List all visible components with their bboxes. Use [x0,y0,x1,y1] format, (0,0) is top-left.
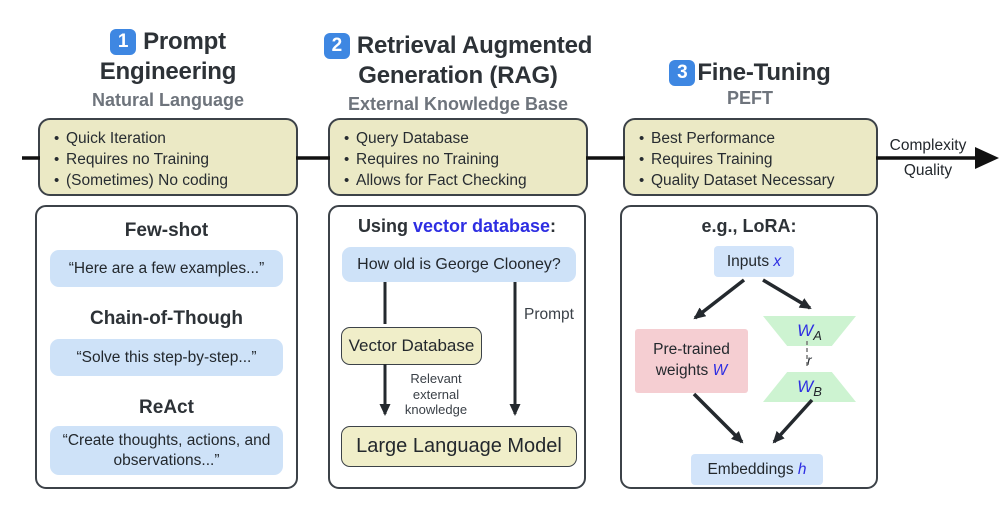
title-line-1: Fine-Tuning [697,59,831,86]
section-header-rag: 2 Retrieval Augmented Generation (RAG) Ex… [300,31,616,115]
section-header-prompt-engineering: 1 Prompt Engineering Natural Language [38,27,298,111]
query-pill: How old is George Clooney? [342,247,576,282]
few-shot-example: “Here are a few examples...” [50,250,283,287]
inputs-variable: x [773,253,782,270]
note-line: Relevant [410,371,462,386]
heading-prefix: Using [357,216,408,236]
title-line-2: Generation (RAG) [358,62,558,89]
timeline-arrowhead [975,147,999,169]
bullet-item: Requires Training [633,149,866,170]
bullet-item: Quick Iteration [48,128,286,149]
react-example: “Create thoughts, actions, and observati… [50,426,283,475]
panel-prompt-engineering: Few-shot “Here are a few examples...” Ch… [35,205,298,489]
inputs-box: Inputs x [714,246,794,277]
wb-subscript: B [813,384,822,399]
pretrained-line-2: weights [655,362,709,379]
step-1-badge: 1 [110,29,137,55]
prompt-arrow-label: Prompt [524,306,574,323]
vector-database-box: Vector Database [341,327,482,365]
llm-box: Large Language Model [341,426,577,467]
bullets-box-fine-tuning: Best Performance Requires Training Quali… [623,118,878,196]
bullet-item: Query Database [338,128,576,149]
embeddings-box: Embeddings h [691,454,823,485]
chain-of-thought-heading: Chain-of-Though [89,308,243,329]
section-subtitle: PEFT [726,88,773,108]
section-title: 3 Fine-Tuning [622,58,878,88]
title-line-1: Retrieval Augmented [356,32,593,59]
inputs-label: Inputs [726,253,770,270]
bullet-item: Allows for Fact Checking [338,170,576,191]
title-line-1: Prompt [143,28,226,55]
title-line-2: Engineering [99,58,237,85]
heading-suffix: : [550,216,557,236]
step-2-badge: 2 [323,33,350,59]
pretrained-weights-box: Pre-trained weights W [635,329,748,393]
bullet-item: Requires no Training [338,149,576,170]
chain-of-thought-example: “Solve this step-by-step...” [50,339,283,376]
section-header-fine-tuning: 3 Fine-Tuning PEFT [622,58,878,109]
lora-panel-heading: e.g., LoRA: [701,216,797,236]
bullet-item: Best Performance [633,128,866,149]
note-line: external [412,386,460,402]
section-title: 1 Prompt Engineering [38,27,298,87]
bullet-item: (Sometimes) No coding [48,170,286,191]
bullets-box-prompt-engineering: Quick Iteration Requires no Training (So… [38,118,298,196]
bullet-item: Quality Dataset Necessary [633,170,866,191]
note-line: knowledge [404,402,468,417]
section-subtitle: External Knowledge Base [347,94,569,114]
heading-highlight: vector database [412,216,551,236]
rank-label: r [805,352,814,368]
timeline-complexity-label: Complexity [889,137,967,154]
lora-a-trapezoid: WA [763,316,856,346]
rag-panel-heading: Using vector database: [330,216,584,237]
lora-b-trapezoid: WB [763,372,856,402]
embeddings-label: Embeddings [707,461,794,478]
react-heading: ReAct [139,397,194,418]
section-title: 2 Retrieval Augmented Generation (RAG) [300,31,616,91]
panel-fine-tuning: e.g., LoRA: Inputs x Pre-trained weights… [620,205,878,489]
relevant-knowledge-note: Relevant external knowledge [376,371,496,418]
bullet-item: Requires no Training [48,149,286,170]
pretrained-line-1: Pre-trained [653,341,730,358]
wa-symbol: W [797,321,814,340]
timeline-quality-label: Quality [903,162,953,179]
step-3-badge: 3 [669,60,696,86]
embeddings-variable: h [797,461,807,478]
section-subtitle: Natural Language [91,90,245,110]
bullets-box-rag: Query Database Requires no Training Allo… [328,118,588,196]
pretrained-variable: W [712,362,728,379]
wa-subscript: A [813,328,822,343]
few-shot-heading: Few-shot [124,220,209,241]
wb-symbol: W [797,377,814,396]
panel-rag: Using vector database: How old is George… [328,205,586,489]
